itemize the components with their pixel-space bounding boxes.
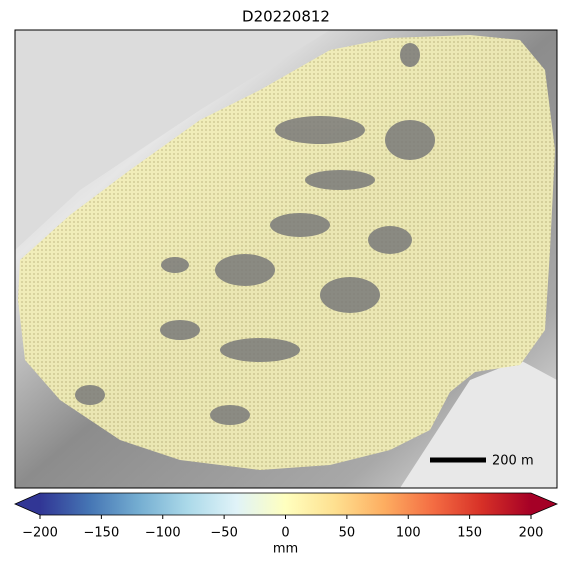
colorbar-tick-label: 200 xyxy=(519,526,544,541)
data-gaps xyxy=(75,43,435,425)
colorbar-tick-label: 0 xyxy=(281,526,289,541)
map-title: D20220812 xyxy=(242,8,330,26)
map: 200 m xyxy=(15,30,557,488)
map-frame xyxy=(14,29,558,489)
colorbar-extend-high xyxy=(531,493,557,515)
colorbar-tick-label: −200 xyxy=(22,526,58,541)
colorbar-label: mm xyxy=(273,542,298,557)
colorbar-tick-label: 100 xyxy=(396,526,421,541)
colorbar-tick-label: −100 xyxy=(145,526,181,541)
colorbar-extend-low xyxy=(15,493,40,515)
colorbar-tick-label: 50 xyxy=(339,526,356,541)
colorbar: −200 −150 −100 −50 0 50 100 150 200 mm xyxy=(14,492,559,557)
colorbar-gradient xyxy=(40,493,531,515)
colorbar-tick-label: −150 xyxy=(84,526,120,541)
hillshade-ridge xyxy=(15,30,330,250)
colorbar-tick-label: 150 xyxy=(457,526,482,541)
hillshade-slope xyxy=(400,360,557,488)
scale-bar-label: 200 m xyxy=(492,454,534,469)
colorbar-tick-label: −50 xyxy=(210,526,237,541)
